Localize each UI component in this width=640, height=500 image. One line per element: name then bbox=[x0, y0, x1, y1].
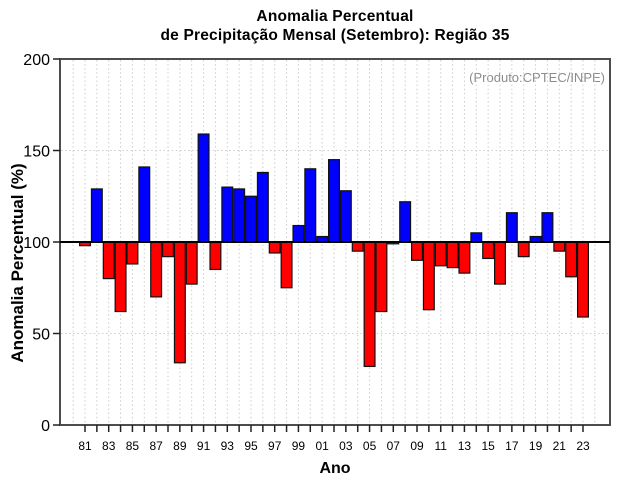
bar-1996 bbox=[256, 171, 269, 243]
x-tick-label: 17 bbox=[505, 439, 519, 453]
x-tick-label: 87 bbox=[149, 439, 163, 453]
bar-2016 bbox=[494, 241, 507, 285]
bar-1994 bbox=[233, 188, 246, 243]
bar-2009 bbox=[411, 241, 424, 261]
y-tick-label: 100 bbox=[23, 235, 50, 252]
bar-2005 bbox=[363, 241, 376, 368]
bar-1986 bbox=[138, 166, 151, 243]
bar-2010 bbox=[422, 241, 435, 311]
bar-1999 bbox=[292, 224, 305, 243]
y-tick-label: 50 bbox=[32, 326, 50, 343]
x-tick-label: 85 bbox=[126, 439, 140, 453]
x-tick-label: 19 bbox=[529, 439, 543, 453]
bar-2000 bbox=[304, 168, 317, 243]
chart-title-line1: Anomalia Percentual bbox=[256, 8, 414, 25]
x-tick-label: 83 bbox=[102, 439, 116, 453]
bar-1985 bbox=[126, 241, 139, 265]
bar-1998 bbox=[280, 241, 293, 289]
bar-1983 bbox=[102, 241, 115, 280]
bar-2015 bbox=[482, 241, 495, 260]
bar-1987 bbox=[150, 241, 163, 298]
x-tick-label: 89 bbox=[173, 439, 187, 453]
bar-2020 bbox=[541, 212, 554, 243]
bar-2017 bbox=[505, 212, 518, 243]
bar-2022 bbox=[565, 241, 578, 278]
bar-1995 bbox=[245, 195, 258, 243]
y-tick-label: 150 bbox=[23, 143, 50, 160]
x-axis-title: Ano bbox=[319, 460, 351, 477]
bar-1982 bbox=[90, 188, 103, 243]
bar-1989 bbox=[173, 241, 186, 364]
x-tick-label: 97 bbox=[268, 439, 282, 453]
bar-1984 bbox=[114, 241, 127, 313]
x-tick-label: 05 bbox=[363, 439, 377, 453]
bar-2013 bbox=[458, 241, 471, 274]
bar-2006 bbox=[375, 241, 388, 313]
bar-2018 bbox=[517, 241, 530, 258]
x-tick-label: 09 bbox=[410, 439, 424, 453]
x-tick-label: 11 bbox=[434, 439, 447, 453]
x-tick-label: 01 bbox=[315, 439, 329, 453]
bar-1991 bbox=[197, 133, 210, 243]
bar-2021 bbox=[553, 241, 566, 252]
x-tick-label: 13 bbox=[458, 439, 472, 453]
bar-1992 bbox=[209, 241, 222, 271]
bar-2011 bbox=[434, 241, 447, 267]
bar-1988 bbox=[162, 241, 175, 258]
x-tick-label: 99 bbox=[292, 439, 306, 453]
bar-2003 bbox=[339, 190, 352, 243]
x-tick-label: 07 bbox=[387, 439, 401, 453]
bar-1990 bbox=[185, 241, 198, 285]
x-tick-label: 03 bbox=[339, 439, 353, 453]
bar-2004 bbox=[351, 241, 364, 252]
x-tick-label: 81 bbox=[78, 439, 92, 453]
x-tick-label: 21 bbox=[553, 439, 567, 453]
bar-2012 bbox=[446, 241, 459, 269]
bar-2014 bbox=[470, 232, 483, 243]
bar-2008 bbox=[399, 201, 412, 243]
chart-title-line2: de Precipitação Mensal (Setembro): Regiã… bbox=[160, 27, 510, 44]
x-tick-label: 23 bbox=[576, 439, 590, 453]
x-tick-label: 93 bbox=[221, 439, 235, 453]
bar-2002 bbox=[328, 159, 341, 243]
x-tick-label: 95 bbox=[244, 439, 258, 453]
x-tick-label: 15 bbox=[481, 439, 495, 453]
bar-2023 bbox=[576, 241, 589, 318]
y-tick-label: 0 bbox=[41, 418, 50, 435]
y-tick-label: 200 bbox=[23, 52, 50, 69]
x-tick-label: 91 bbox=[197, 439, 211, 453]
bar-1993 bbox=[221, 186, 234, 243]
bar-1997 bbox=[268, 241, 281, 254]
